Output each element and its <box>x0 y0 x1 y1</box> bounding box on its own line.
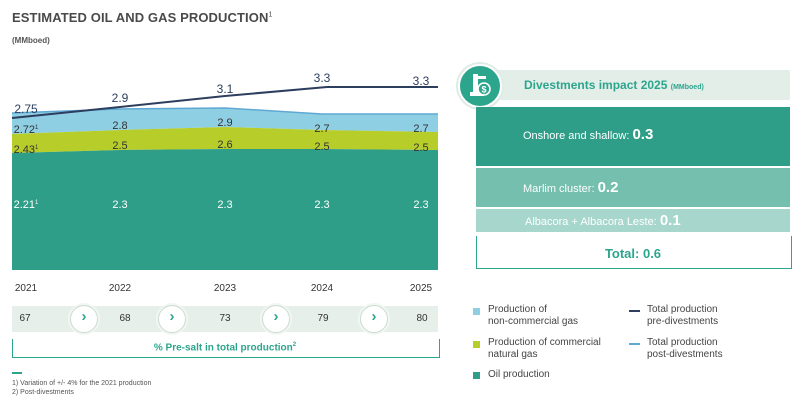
chevron-right-icon: › <box>70 305 98 333</box>
presalt-row: 67 › 68 › 73 › 79 › 80 <box>12 305 438 333</box>
label-noncommercial-2022: 2.8 <box>112 120 127 132</box>
divestments-total: Total: 0.6 <box>604 246 662 261</box>
label-noncommercial-2021: 2.721 <box>14 124 39 136</box>
label-pre-divestments-2022: 2.9 <box>112 91 129 105</box>
unit-label: (MMboed) <box>12 36 50 45</box>
label-pre-divestments-2021: 2.75 <box>14 102 38 116</box>
presalt-value-2021: 67 <box>19 313 31 324</box>
legend-swatch-commercial <box>473 341 480 348</box>
label-pre-divestments-2025: 3.3 <box>413 74 430 88</box>
x-tick-2021: 2021 <box>15 283 38 294</box>
label-noncommercial-2023: 2.9 <box>217 117 232 129</box>
x-tick-2024: 2024 <box>311 283 334 294</box>
production-area-chart: 2.75 2.9 3.1 3.3 3.3 2.721 2.8 2.9 2.7 2.7 2.431 2.… <box>11 71 438 294</box>
x-tick-2022: 2022 <box>109 283 132 294</box>
divestment-marlim-label: Marlim cluster: <box>523 183 595 195</box>
presalt-label: % Pre-salt in total production2 <box>153 342 297 354</box>
label-oil-2023: 2.3 <box>217 199 232 211</box>
area-commercial-gas <box>12 127 438 153</box>
svg-text:$: $ <box>481 85 486 95</box>
label-commercial-2023: 2.6 <box>217 139 232 151</box>
legend-pre: Total production pre-divestments <box>647 304 719 327</box>
x-tick-2025: 2025 <box>410 283 433 294</box>
label-commercial-2022: 2.5 <box>112 140 127 152</box>
total-bracket <box>476 236 792 269</box>
divestment-onshore-label: Onshore and shallow: <box>523 130 630 142</box>
legend-line-pre <box>629 310 640 312</box>
line-total-pre-divestments <box>11 86 438 119</box>
label-commercial-2025: 2.5 <box>413 142 428 154</box>
divestment-albacora: Albacora + Albacora Leste: 0.1 <box>476 209 790 232</box>
label-noncommercial-2024: 2.7 <box>314 123 329 135</box>
label-noncommercial-2025: 2.7 <box>413 123 428 135</box>
chevron-right-icon: › <box>158 305 186 333</box>
x-tick-2023: 2023 <box>214 283 237 294</box>
divestment-albacora-value: 0.1 <box>659 212 681 229</box>
label-oil-2025: 2.3 <box>413 199 428 211</box>
chevron-right-icon: › <box>360 305 388 333</box>
divestments-title: Divestments impact 2025 (MMboed) <box>524 78 704 92</box>
divestment-onshore-value: 0.3 <box>632 126 654 143</box>
footnote-1: 1) Variation of +/- 4% for the 2021 prod… <box>12 380 152 387</box>
chart-title: ESTIMATED OIL AND GAS PRODUCTION1 <box>12 10 273 25</box>
label-pre-divestments-2024: 3.3 <box>314 71 331 85</box>
chevron-right-icon: › <box>262 305 290 333</box>
legend-swatch-oil <box>473 372 480 379</box>
presalt-value-2023: 73 <box>219 313 231 324</box>
presalt-value-2025: 80 <box>416 313 428 324</box>
oil-pump-dollar-icon: $ <box>458 64 502 108</box>
legend-line-post <box>629 343 640 345</box>
legend-commercial: Production of commercial natural gas <box>488 337 601 360</box>
divestments-header <box>474 70 790 100</box>
area-oil-production <box>12 149 438 270</box>
label-commercial-2024: 2.5 <box>314 141 329 153</box>
divestment-albacora-label: Albacora + Albacora Leste: <box>525 216 657 228</box>
legend-post: Total production post-divestments <box>647 337 723 360</box>
divestment-marlim-value: 0.2 <box>597 179 619 196</box>
legend-swatch-noncommercial <box>473 308 480 315</box>
presalt-bracket <box>12 339 440 358</box>
presalt-value-2022: 68 <box>119 313 131 324</box>
divestment-onshore: Onshore and shallow: 0.3 <box>476 107 790 166</box>
legend-noncommercial: Production of non-commercial gas <box>488 304 579 327</box>
label-pre-divestments-2023: 3.1 <box>217 82 234 96</box>
label-oil-2021: 2.211 <box>14 199 39 211</box>
notes-divider <box>12 372 22 374</box>
presalt-value-2024: 79 <box>317 313 329 324</box>
label-oil-2022: 2.3 <box>112 199 127 211</box>
footnote-2: 2) Post-divestments <box>12 389 74 396</box>
divestment-marlim: Marlim cluster: 0.2 <box>476 168 790 207</box>
legend-oil: Oil production <box>488 369 550 380</box>
label-commercial-2021: 2.431 <box>14 144 39 156</box>
label-oil-2024: 2.3 <box>314 199 329 211</box>
